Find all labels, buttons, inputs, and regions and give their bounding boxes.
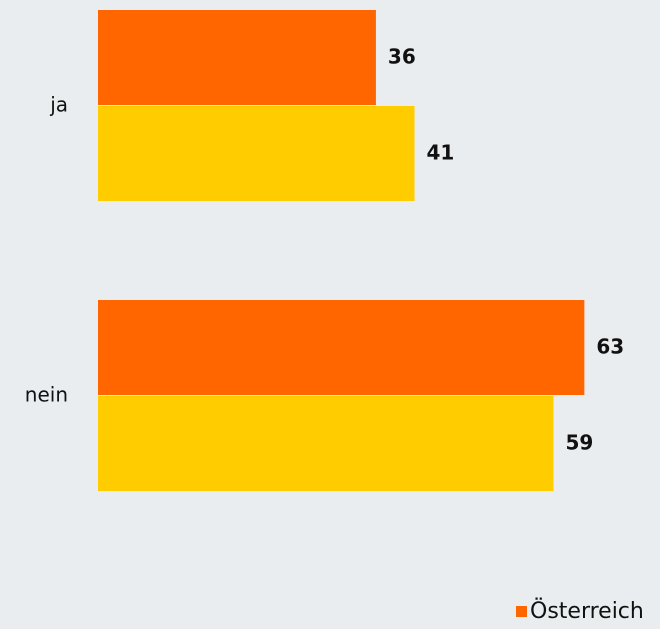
category-label: ja: [49, 93, 68, 117]
legend-label: Österreich: [530, 598, 644, 624]
bar: [98, 106, 415, 201]
bar: [98, 10, 376, 105]
bar: [98, 396, 554, 491]
category-label: nein: [25, 383, 68, 407]
value-label: 63: [596, 335, 624, 359]
value-label: 41: [427, 141, 455, 165]
legend-swatch: [516, 606, 527, 617]
value-label: 59: [565, 431, 593, 455]
value-label: 36: [388, 45, 416, 69]
bar: [98, 300, 585, 395]
